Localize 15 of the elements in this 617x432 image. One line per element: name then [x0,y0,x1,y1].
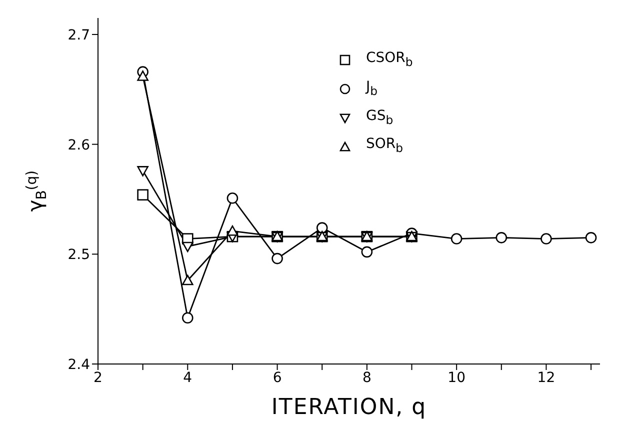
y-tick-label: 2.6 [68,137,90,154]
legend-label: CSOR$_{b}$ [366,49,413,71]
x-axis-title: ITERATION, q [271,395,427,420]
legend-label: J$_{b}$ [366,78,378,100]
x-tick-label: 4 [183,370,192,386]
x-tick-label: 10 [448,370,466,386]
legend-label: GS$_{b}$ [366,106,394,128]
y-tick-label: 2.7 [68,27,90,44]
x-tick-label: 2 [94,370,102,386]
y-tick-label: 2.5 [68,247,90,264]
x-tick-label: 12 [537,370,556,386]
x-tick-label: 8 [362,370,372,386]
y-tick-label: 2.4 [68,356,90,373]
x-tick-label: 6 [272,370,282,386]
legend-label: SOR$_{b}$ [366,135,404,158]
